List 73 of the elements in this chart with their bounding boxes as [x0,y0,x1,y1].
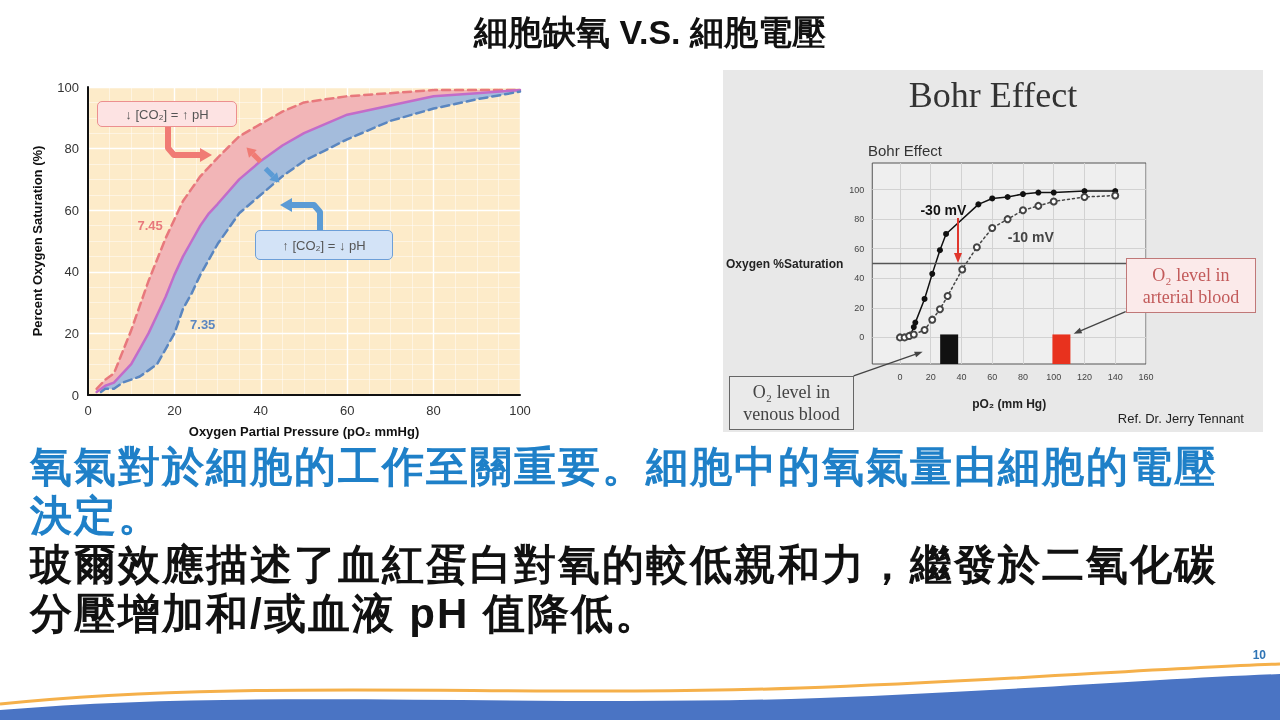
text: 玻爾效應描述了血紅蛋白對氧的較低親和力，繼發於二氧化碳分壓增加和/或血液 pH 值降低。 [30,540,1219,638]
text: 氧氣對於細胞的工作至關重要。細胞中的氧氣量由細胞的電壓決定。 [30,442,1219,540]
x-tick-label: 40 [253,403,269,418]
point [909,330,918,339]
point [936,247,943,254]
y-tick-label: 40 [854,273,865,284]
callout-box: O₂ level in arterial blood [1126,258,1256,313]
point [943,292,952,301]
y-tick-label: 80 [64,141,79,157]
point [1080,192,1089,201]
point [1111,191,1120,200]
x-tick-label: 0 [897,371,903,382]
chart-title: Bohr Effect [908,75,1078,115]
series-label: 7.45 [137,218,163,234]
callout-box: ↑ [CO₂] = ↓ pH [255,230,393,260]
y-axis-title: Oxygen %Saturation [726,256,844,271]
point [1018,206,1027,215]
x-tick-label: 100 [509,403,531,418]
point [935,305,944,314]
callout-box: ↓ [CO₂] = ↑ pH [97,101,237,127]
point [975,201,982,208]
x-tick-label: 140 [1107,371,1123,382]
annotation: O₂ level in arterial blood [1141,263,1241,308]
y-tick-label: 40 [64,264,79,280]
annotation: ↓ [CO₂] = ↑ pH [125,105,209,123]
series-label: 7.35 [190,317,216,333]
text: Ref. Dr. Jerry Tennant [1117,411,1244,426]
annotation: ↑ [CO₂] = ↓ pH [282,236,366,254]
y-tick-label: 60 [64,202,79,218]
x-tick-label: 40 [956,371,967,382]
point [972,243,981,252]
point [988,224,997,233]
point [1019,191,1026,198]
x-tick-label: 80 [426,403,441,418]
point [928,315,937,324]
x-tick-label: 160 [1138,371,1154,382]
y-axis-title: Percent Oxygen Saturation (%) [30,145,45,337]
y-tick-label: 0 [71,387,79,403]
series-label: -10 mV [1007,229,1055,246]
point [1004,193,1011,200]
x-tick-label: 60 [987,371,998,382]
point [1035,189,1042,196]
x-tick-label: 100 [1046,371,1062,382]
point [1003,215,1012,224]
y-tick-label: 100 [849,184,865,195]
text: 細胞缺氧 V.S. 細胞電壓 [472,12,827,53]
point [920,326,929,335]
x-tick-label: 20 [167,403,182,418]
point [921,295,928,302]
point [958,265,967,274]
callout-box: O₂ level in venous blood [729,376,854,430]
x-axis-title: pO₂ (mm Hg) [972,397,1047,411]
x-axis-title: Oxygen Partial Pressure (pO₂ mmHg) [188,424,420,439]
x-tick-label: 120 [1076,371,1092,382]
y-tick-label: 0 [859,332,865,343]
chart-subtitle: Bohr Effect [868,142,943,159]
x-tick-label: 20 [925,371,936,382]
y-tick-label: 80 [854,214,865,225]
text: 10 [1252,648,1266,662]
series-label: -30 mV [920,202,968,219]
point [929,270,936,277]
y-tick-label: 20 [64,325,79,341]
x-tick-label: 80 [1017,371,1028,382]
y-tick-label: 60 [854,243,865,254]
y-tick-label: 100 [57,79,79,95]
point [943,230,950,237]
point [1049,197,1058,206]
x-tick-label: 60 [339,403,355,418]
y-tick-label: 20 [854,302,865,313]
point [912,319,919,326]
point [989,195,996,202]
x-tick-label: 0 [84,403,92,418]
point [1034,201,1043,210]
